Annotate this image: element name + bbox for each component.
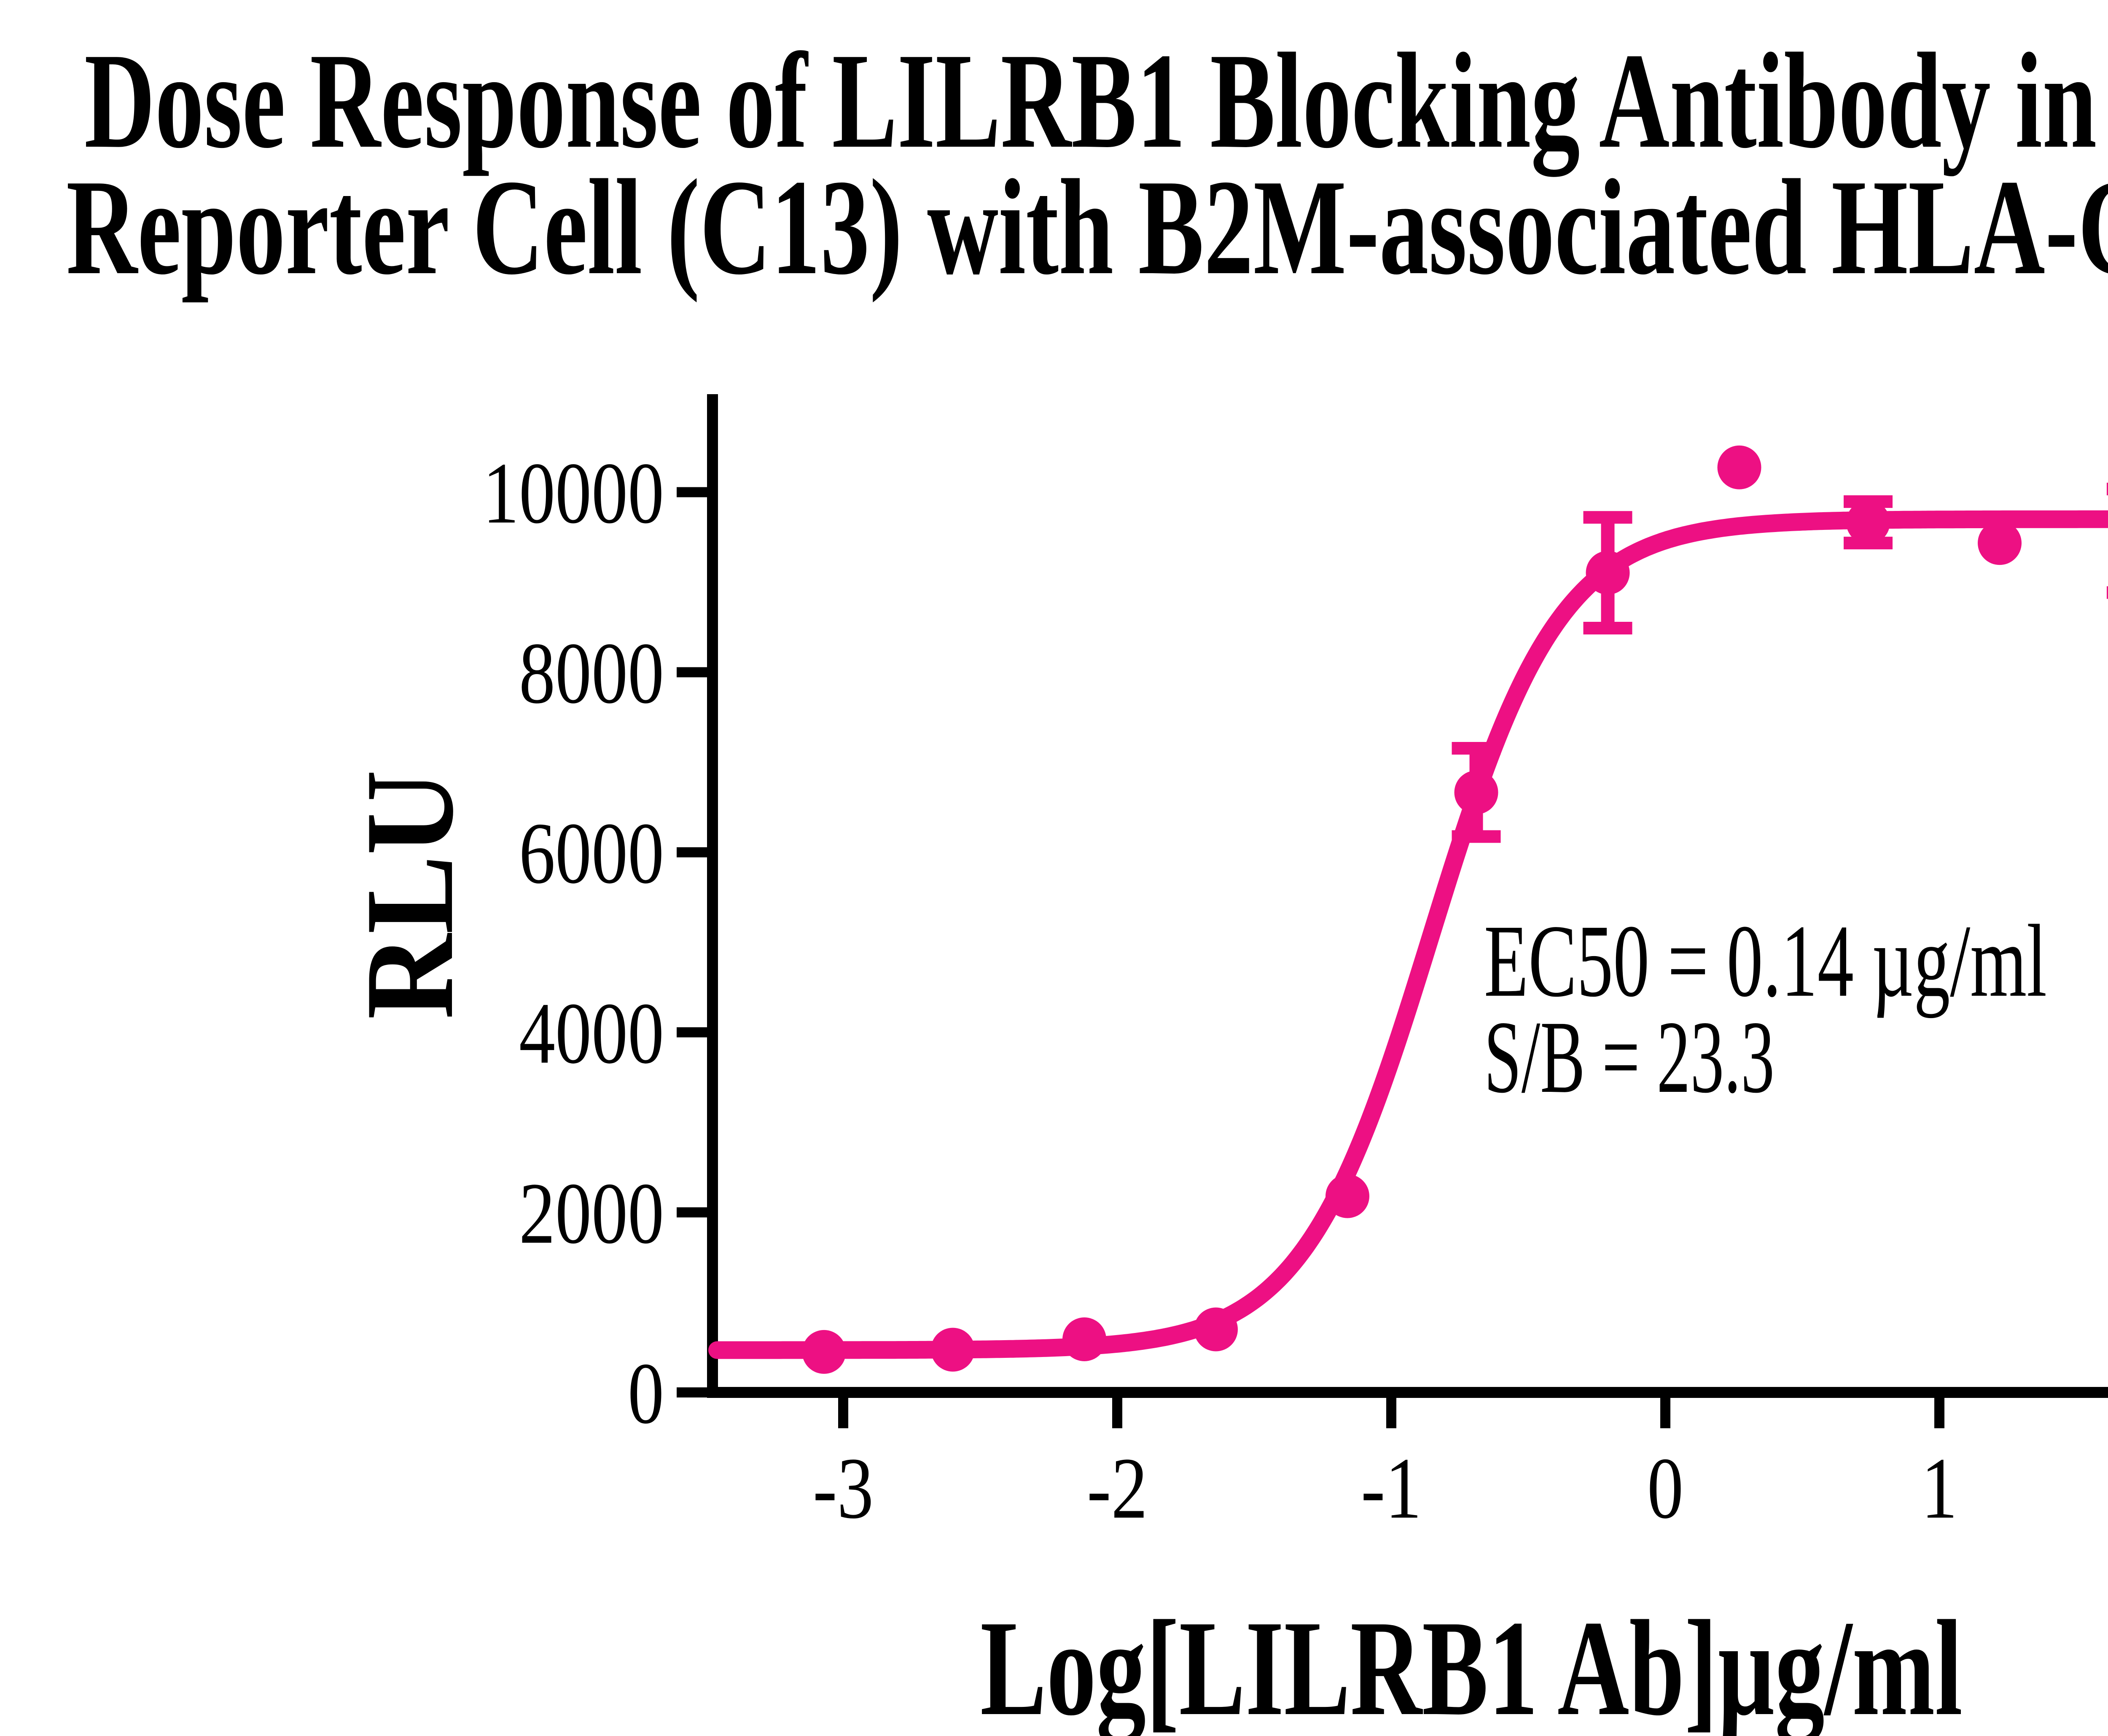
chart-title: Dose Response of LILRB1 Blocking Antibod… <box>66 25 2108 303</box>
x-tick-label: -3 <box>813 1440 874 1537</box>
y-tick-label: 0 <box>628 1345 664 1442</box>
x-tick-label: -1 <box>1361 1440 1422 1537</box>
chart-title-line1: Dose Response of LILRB1 Blocking Antibod… <box>84 25 2108 179</box>
y-tick-label: 10000 <box>483 445 664 542</box>
y-tick-label: 6000 <box>519 805 664 902</box>
data-point <box>1586 551 1630 595</box>
y-axis-title: RLU <box>339 770 479 1019</box>
data-point <box>1326 1174 1369 1218</box>
data-point <box>802 1330 846 1374</box>
chart-title-line2: Reporter Cell (C13) with B2M-associated … <box>66 151 2108 303</box>
data-point <box>1846 500 1890 545</box>
annotation-signal-to-background: S/B = 23.3 <box>1484 1000 1775 1115</box>
fit-annotation: EC50 = 0.14 µg/ml S/B = 23.3 <box>1484 904 2047 1115</box>
data-points-group <box>802 445 2108 1374</box>
data-point <box>1062 1317 1106 1362</box>
x-tick-label: 1 <box>1921 1440 1957 1537</box>
y-tick-label: 4000 <box>519 985 664 1082</box>
x-axis-title: Log[LILRB1 Ab]µg/ml <box>980 1592 1963 1736</box>
data-point <box>1194 1307 1238 1352</box>
x-tick-label: -2 <box>1087 1440 1148 1537</box>
x-tick-label: 0 <box>1647 1440 1683 1537</box>
data-point <box>1454 770 1498 814</box>
data-point <box>1717 445 1761 489</box>
y-tick-label: 8000 <box>519 625 664 722</box>
data-point <box>931 1328 975 1372</box>
annotation-ec50: EC50 = 0.14 µg/ml <box>1484 904 2047 1018</box>
data-point <box>1978 521 2022 565</box>
y-tick-label: 2000 <box>519 1165 664 1262</box>
